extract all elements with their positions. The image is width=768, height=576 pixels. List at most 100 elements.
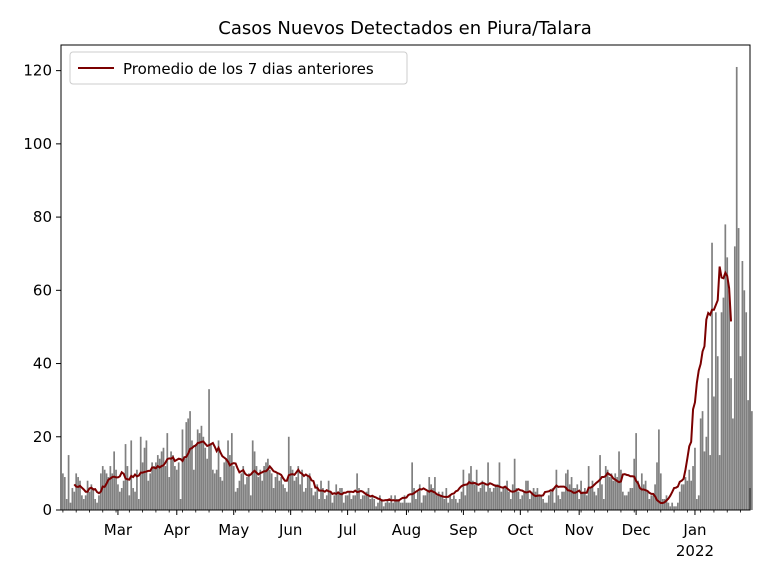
x-tick-label: Aug [392,521,421,539]
bar [141,462,144,510]
bar [289,466,292,510]
bar [354,495,357,510]
bar [413,488,415,510]
bar [563,491,565,510]
x-tick-label: Sep [449,521,477,539]
bar [314,491,317,510]
bar [686,480,689,510]
bar [544,502,546,510]
bar [301,469,303,510]
bar [565,473,567,510]
bar [745,312,748,510]
bar [530,491,533,510]
bar [405,502,408,510]
bar [595,495,598,510]
bar [236,488,239,510]
bar [428,477,431,510]
bar [297,466,300,510]
bar [265,462,267,510]
bar [549,491,552,510]
x-tick-label: Apr [164,521,191,539]
bar [401,502,404,510]
bar [435,495,438,510]
bar [468,473,470,510]
bar [158,458,161,510]
bar [128,495,131,510]
bar [627,491,630,510]
moving-average-line [73,266,733,505]
bar [179,499,182,510]
bar [73,491,76,510]
bar [113,451,115,510]
bar [270,473,273,510]
bar [739,356,742,510]
bar [608,477,611,510]
bar [109,466,112,510]
bar [500,491,503,510]
bar [79,480,81,510]
bar [77,477,79,510]
bar [519,499,522,510]
bar [472,480,474,510]
bar [206,458,209,510]
bar [430,484,432,510]
bar [511,484,514,510]
y-tick-label: 20 [33,428,52,446]
bar [720,312,723,510]
legend-label: Promedio de los 7 dias anteriores [123,60,374,78]
bar [268,469,271,510]
bar [580,480,582,510]
bar [191,440,193,510]
bar [287,436,290,510]
bar [177,462,180,510]
bar [726,257,729,510]
bar [582,491,584,510]
x-year-label: 2022 [676,542,714,560]
bar [335,484,338,510]
bar [716,356,719,510]
bar [242,466,245,510]
bar [591,480,594,510]
bar [618,451,620,510]
bar [557,495,560,510]
bar [62,473,64,510]
bar [527,480,529,510]
bar [650,495,653,510]
bar [92,488,95,510]
bar [65,499,68,510]
bar [487,462,489,510]
bar [733,246,736,510]
bar [665,495,668,510]
bar [234,491,237,510]
bar [229,455,231,510]
bar [485,491,488,510]
bar [422,495,425,510]
bar [439,495,442,510]
bar [599,455,601,510]
bar [75,473,78,510]
bar [327,480,330,510]
bar [134,491,136,510]
bar [443,499,446,510]
bar [559,499,562,510]
bar [339,488,341,510]
bar [198,433,201,510]
bar [388,502,391,510]
bar [692,466,694,510]
bar [658,429,660,510]
bar [208,389,210,510]
bar [181,429,184,510]
bar [415,499,417,510]
bar [282,484,284,510]
bar [240,473,243,510]
bar [272,488,275,510]
bar [694,447,696,510]
bar [597,488,600,510]
bar [690,480,693,510]
bar [578,499,581,510]
bar [164,466,167,510]
bar [168,477,171,510]
bar [737,228,740,510]
bar [671,502,674,510]
bar [728,290,730,510]
